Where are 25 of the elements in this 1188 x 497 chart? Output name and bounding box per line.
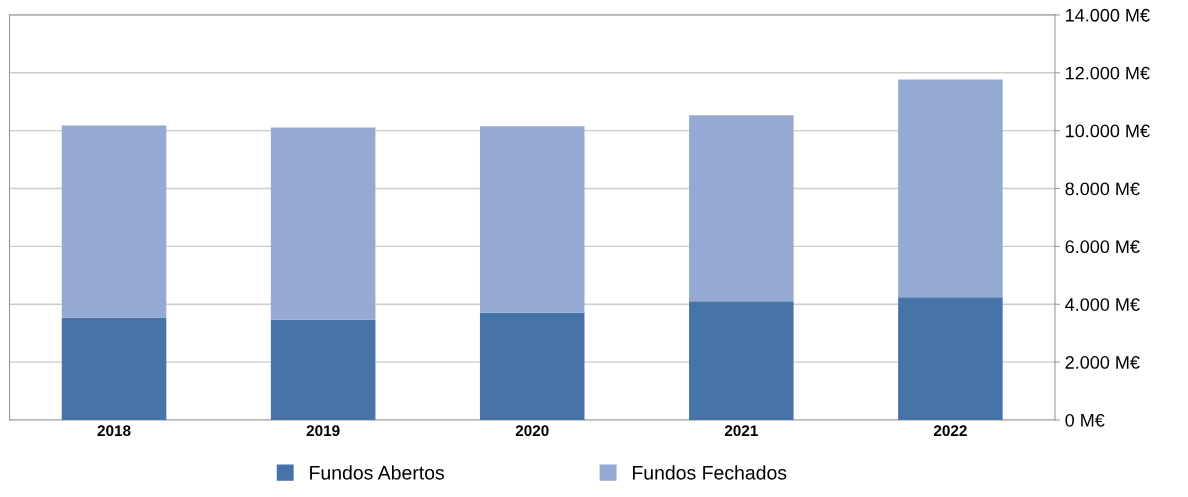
bar	[270, 319, 376, 420]
x-tick-label: 2018	[97, 425, 131, 437]
bar	[689, 301, 794, 420]
y-tick-label: 0 M€	[1065, 413, 1105, 427]
y-tick-label: 10.000 M€	[1066, 124, 1150, 138]
bar	[689, 115, 794, 302]
y-tick-label: 2.000 M€	[1065, 356, 1140, 369]
bar	[61, 125, 167, 318]
x-tick-label: 2019	[306, 425, 340, 437]
legend-label: Fundos Fechados	[632, 465, 787, 480]
y-tick-label: 14.000 M€	[1066, 8, 1150, 22]
bar	[479, 312, 585, 420]
x-tick-label: 2021	[724, 425, 758, 437]
bar	[479, 126, 585, 313]
y-tick-label: 6.000 M€	[1065, 240, 1140, 254]
y-tick-label: 4.000 M€	[1065, 298, 1140, 311]
y-tick-label: 8.000 M€	[1065, 182, 1140, 196]
bar	[898, 79, 1003, 298]
bar	[61, 317, 167, 420]
y-tick-label: 12.000 M€	[1066, 66, 1150, 80]
legend-label: Fundos Abertos	[310, 465, 445, 480]
bar	[898, 297, 1003, 420]
x-tick-label: 2020	[515, 425, 549, 437]
x-tick-label: 2022	[933, 425, 967, 437]
bar	[270, 127, 376, 320]
